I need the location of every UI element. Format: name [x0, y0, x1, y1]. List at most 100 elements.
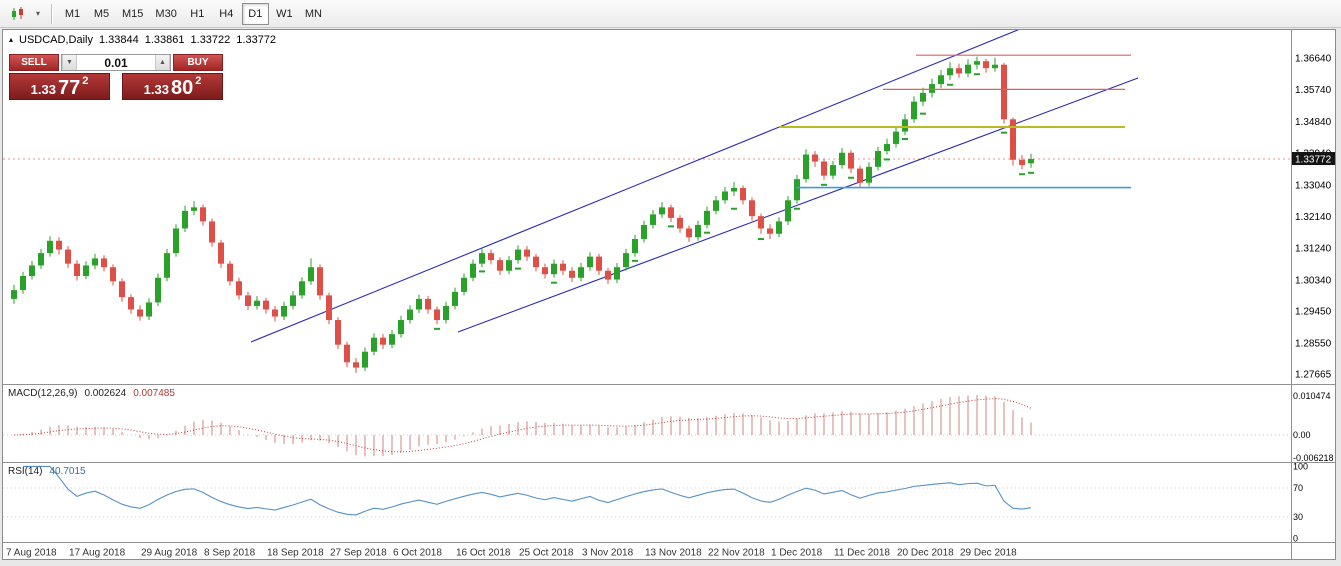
candle-body	[380, 337, 386, 345]
candle-body	[740, 187, 746, 201]
timeframe-button-w1[interactable]: W1	[271, 3, 298, 25]
volume-increase-button[interactable]: ▲	[155, 55, 170, 70]
candle-body	[218, 242, 224, 264]
buy-button[interactable]: BUY	[173, 54, 223, 71]
candle-body	[722, 191, 728, 201]
candle-body	[695, 224, 701, 238]
candle-body	[551, 263, 557, 275]
date-axis-label: 3 Nov 2018	[582, 548, 634, 559]
candlestick-chart-icon	[12, 6, 23, 20]
date-axis-label: 7 Aug 2018	[6, 548, 57, 559]
timeframe-button-m15[interactable]: M15	[117, 3, 148, 25]
timeframe-button-m1[interactable]: M1	[59, 3, 86, 25]
candle-body	[965, 64, 971, 74]
candle-body	[587, 256, 593, 268]
macd-axis-label: 0.00	[1293, 430, 1311, 440]
close-value: 1.33772	[236, 34, 277, 46]
candle-body	[65, 249, 71, 264]
candle-body	[182, 210, 188, 229]
rsi-name: RSI(14)	[8, 466, 43, 477]
candle-body	[533, 256, 539, 268]
volume-input[interactable]: 0.01	[104, 55, 128, 70]
toolbar: ▾ M1 M5 M15 M30 H1 H4 D1 W1 MN	[0, 0, 1341, 28]
price-axis-label: 1.33040	[1295, 180, 1332, 191]
date-axis-label: 20 Dec 2018	[897, 548, 954, 559]
candle-body	[407, 309, 413, 321]
timeframe-button-d1[interactable]: D1	[241, 2, 269, 25]
candle-body	[749, 200, 755, 217]
candle-body	[227, 263, 233, 282]
sell-price-box[interactable]: 1.33 77 2	[9, 73, 110, 100]
candle-body	[893, 131, 899, 144]
price-axis-label: 1.27665	[1295, 370, 1332, 381]
price-axis-label: 1.30340	[1295, 275, 1332, 286]
volume-control: ▼ 0.01 ▲	[61, 54, 171, 71]
candle-body	[884, 143, 890, 151]
candle-body	[452, 291, 458, 306]
date-axis-label: 29 Aug 2018	[141, 548, 198, 559]
chart-canvas[interactable]: 1.366401.357401.348401.339401.330401.321…	[3, 30, 1335, 559]
date-axis-label: 29 Dec 2018	[960, 548, 1017, 559]
candle-body	[803, 154, 809, 180]
candle-body	[560, 263, 566, 271]
price-axis-label: 1.29450	[1295, 307, 1332, 318]
candle-body	[992, 64, 998, 69]
bid-price-point: 2	[82, 75, 89, 87]
candle-body	[875, 150, 881, 167]
candle-body	[605, 270, 611, 280]
candle-body	[353, 362, 359, 368]
candle-body	[299, 281, 305, 296]
ask-price-pips: 80	[170, 77, 194, 99]
sell-button[interactable]: SELL	[9, 54, 59, 71]
candle-body	[902, 119, 908, 132]
candle-body	[20, 276, 26, 291]
date-axis-label: 16 Oct 2018	[456, 548, 511, 559]
trend-channel-line-2[interactable]	[457, 77, 1139, 333]
timeframe-button-h4[interactable]: H4	[213, 3, 240, 25]
rsi-axis-label: 30	[1293, 512, 1303, 522]
date-axis-label: 25 Oct 2018	[519, 548, 574, 559]
trend-channel-line-1[interactable]	[250, 30, 1138, 343]
timeframe-button-h1[interactable]: H1	[184, 3, 211, 25]
buy-price-box[interactable]: 1.33 80 2	[122, 73, 223, 100]
timeframe-button-mn[interactable]: MN	[300, 3, 327, 25]
date-axis-label: 1 Dec 2018	[771, 548, 823, 559]
bid-price-main: 1.33	[30, 81, 56, 97]
candle-body	[146, 302, 152, 317]
macd-axis-label: -0.006218	[1293, 453, 1334, 463]
macd-main-value: 0.002624	[84, 388, 127, 399]
candle-body	[389, 334, 395, 345]
candle-body	[335, 320, 341, 345]
symbol-period-label: USDCAD,Daily	[19, 34, 93, 46]
candle-body	[497, 260, 503, 271]
current-price-tag-label: 1.33772	[1295, 155, 1332, 166]
candle-body	[1001, 64, 1007, 120]
ask-price-main: 1.33	[143, 81, 169, 97]
macd-name: MACD(12,26,9)	[8, 388, 78, 399]
date-axis-label: 18 Sep 2018	[267, 548, 324, 559]
candle-body	[443, 305, 449, 321]
date-axis-label: 17 Aug 2018	[69, 548, 126, 559]
chart-type-dropdown-button[interactable]: ▾	[32, 3, 44, 25]
candle-body	[911, 101, 917, 120]
timeframe-button-m30[interactable]: M30	[150, 3, 181, 25]
candle-body	[290, 295, 296, 306]
price-axis-label: 1.32140	[1295, 212, 1332, 223]
volume-decrease-button[interactable]: ▼	[62, 55, 77, 70]
candle-body	[920, 92, 926, 102]
main-price-pane[interactable]	[3, 30, 1291, 373]
candle-body	[254, 300, 260, 306]
rsi-line	[23, 465, 1032, 516]
chart-type-button[interactable]	[6, 3, 30, 25]
rsi-axis-label: 100	[1293, 461, 1308, 471]
candle-body	[686, 228, 692, 238]
candle-body	[821, 161, 827, 176]
candle-body	[947, 68, 953, 76]
candle-body	[326, 295, 332, 321]
candle-body	[515, 249, 521, 261]
price-axis-label: 1.28550	[1295, 338, 1332, 349]
candle-body	[272, 309, 278, 317]
candle-body	[461, 277, 467, 292]
timeframe-button-m5[interactable]: M5	[88, 3, 115, 25]
date-axis-label: 8 Sep 2018	[204, 548, 256, 559]
